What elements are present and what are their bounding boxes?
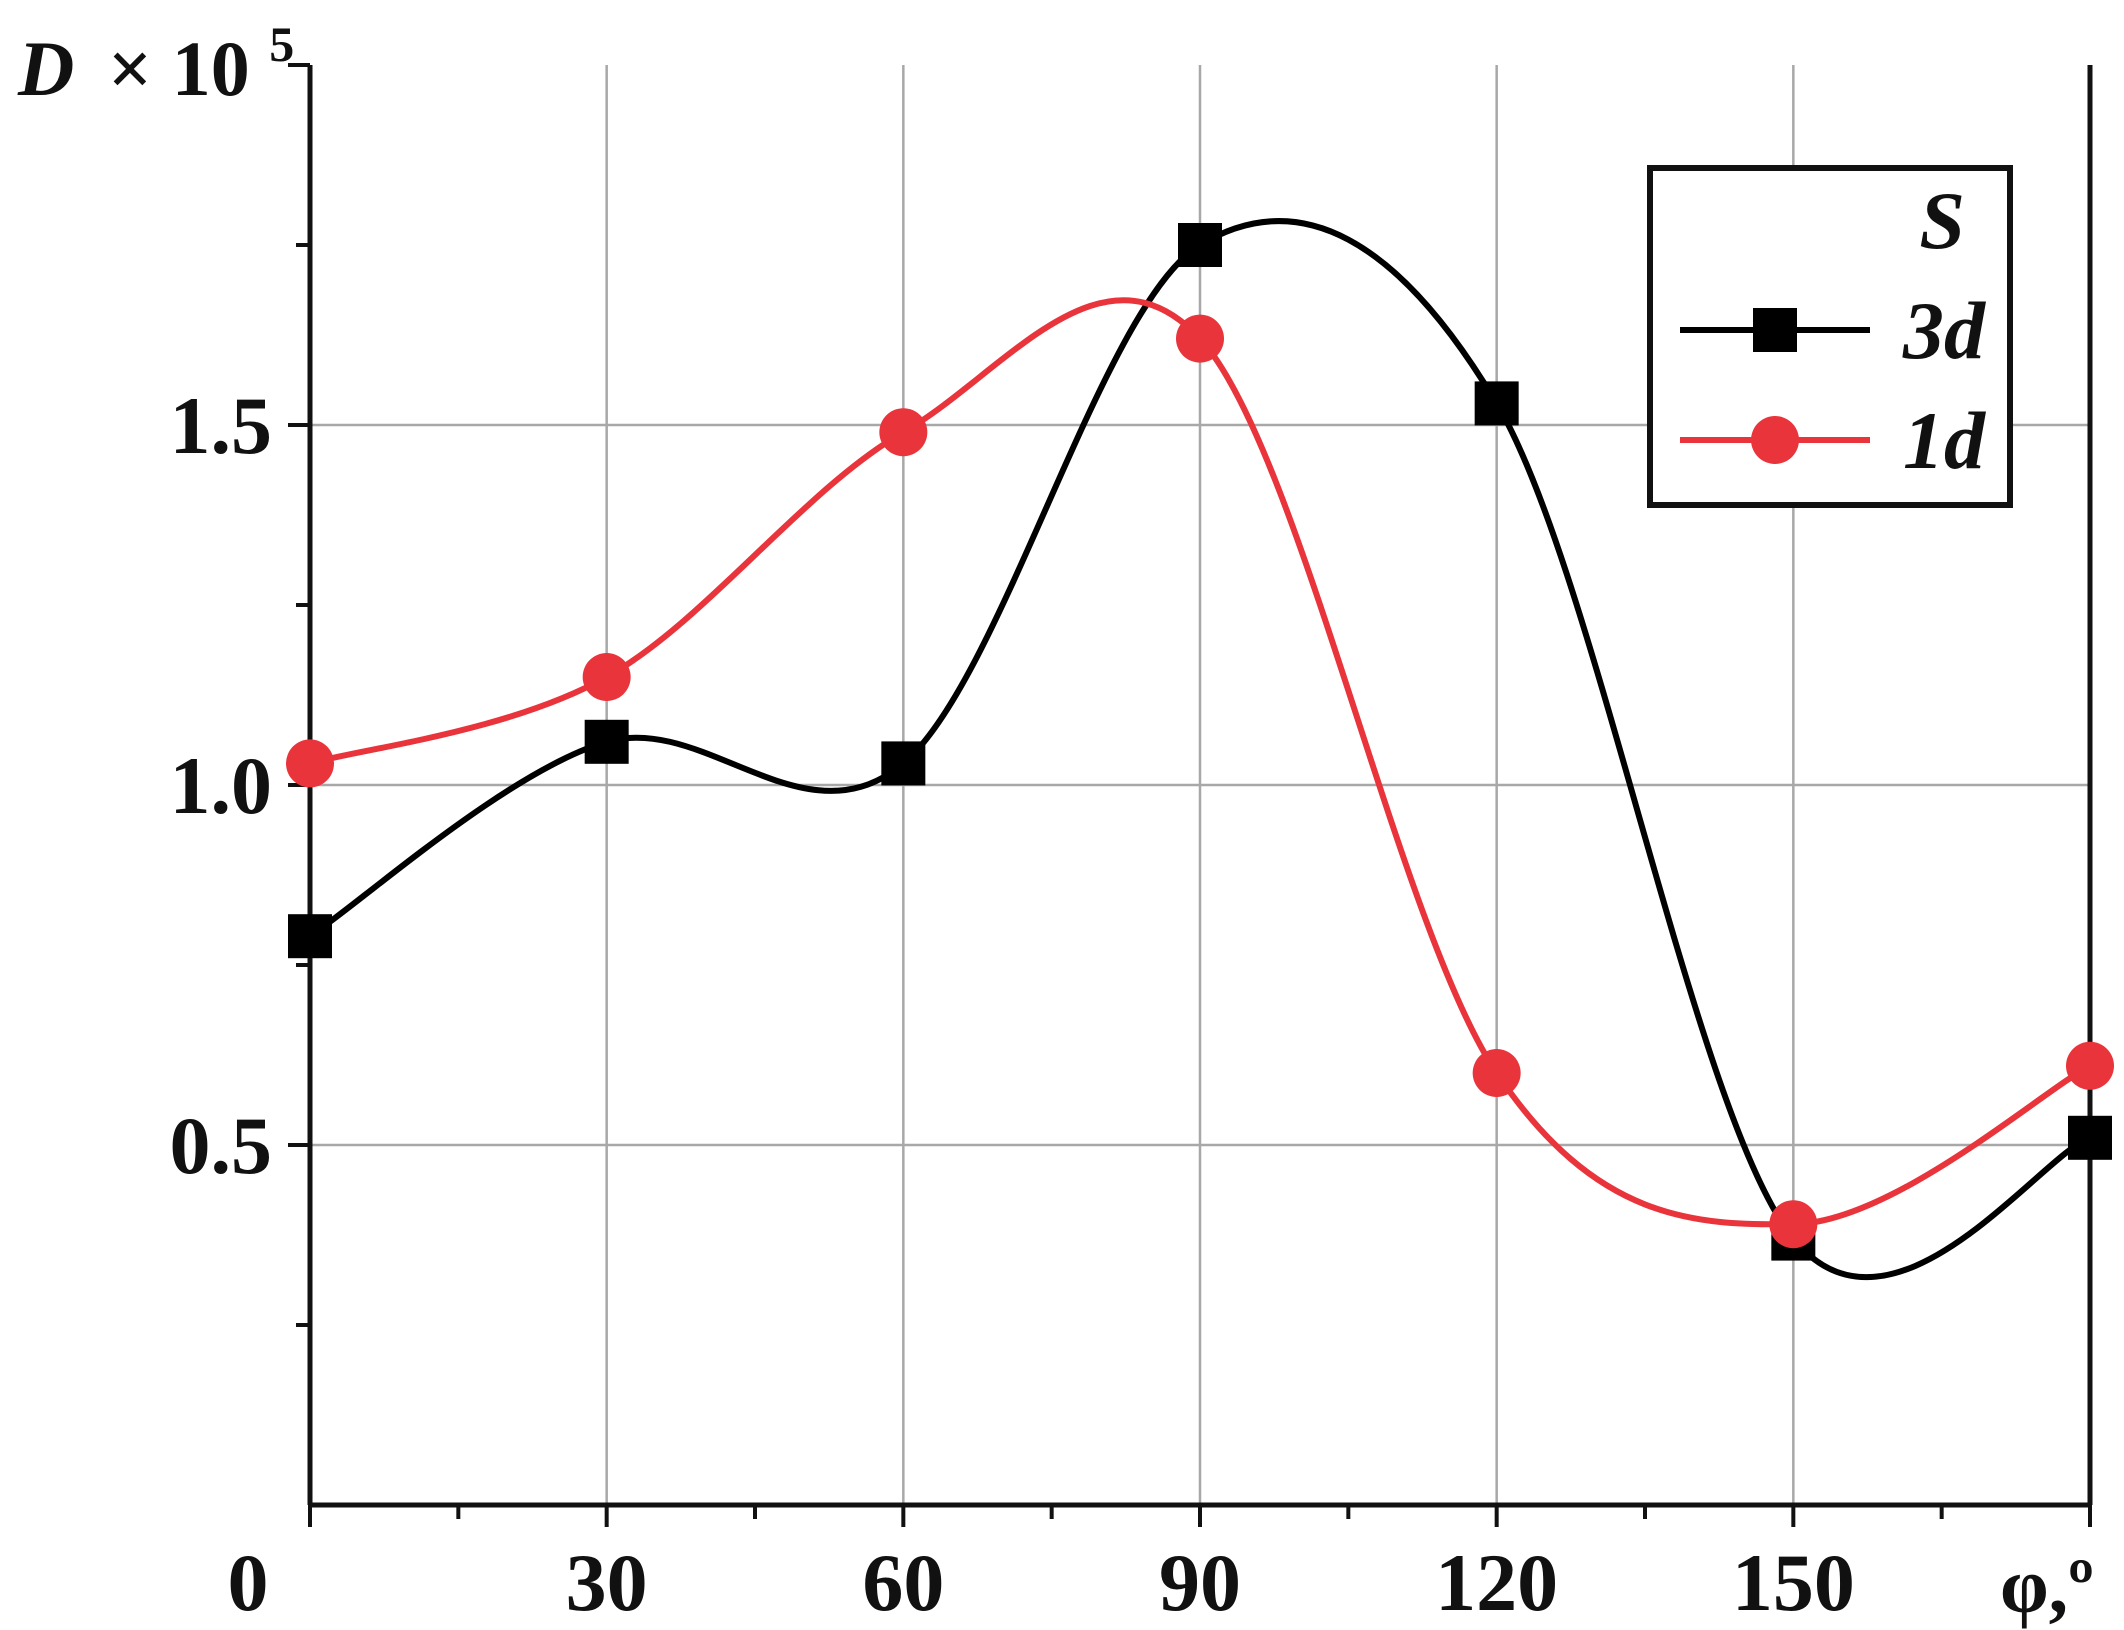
- series-point-3d: [2068, 1115, 2112, 1160]
- y-axis-title-var: D: [17, 25, 74, 112]
- series-point-1d: [286, 739, 334, 788]
- series-point-3d: [1474, 381, 1519, 426]
- legend-item-1d: 1d: [1680, 395, 1986, 486]
- y-tick-label: 1.5: [170, 380, 273, 471]
- x-tick-label: 150: [1732, 1537, 1855, 1628]
- series-point-1d: [2066, 1041, 2114, 1090]
- x-tick-label: 0: [228, 1537, 269, 1628]
- legend-item-3d: 3d: [1680, 285, 1986, 376]
- legend-label: 3d: [1902, 285, 1986, 376]
- series-point-3d: [584, 719, 629, 764]
- series-point-1d: [1769, 1200, 1818, 1249]
- series-point-3d: [881, 741, 926, 786]
- series-1d: [286, 297, 2114, 1249]
- x-tick-label: 60: [862, 1537, 944, 1628]
- legend-marker: [1753, 308, 1797, 352]
- x-tick-label: 120: [1435, 1537, 1558, 1628]
- series-point-3d: [288, 914, 332, 959]
- series-point-1d: [582, 653, 631, 701]
- y-tick-label: 1.0: [170, 740, 273, 831]
- x-tick-label: 90: [1159, 1537, 1241, 1628]
- x-axis-title: φ,º: [2000, 1542, 2094, 1629]
- y-tick-label: 0.5: [170, 1100, 273, 1191]
- legend-box: [1647, 165, 2013, 508]
- y-axis-title-rest: × 10: [108, 25, 250, 112]
- tick-labels: 0 30 60 90 120 150 0.5 1.0 1.5: [170, 380, 1855, 1628]
- x-tick-label: 30: [566, 1537, 648, 1628]
- series-layer: [286, 218, 2114, 1281]
- y-axis-title-exp: 5: [269, 16, 294, 72]
- legend-marker: [1751, 416, 1799, 464]
- series-point-1d: [879, 408, 928, 457]
- y-axis-title: D × 10 5: [17, 16, 294, 112]
- legend-title: S: [1919, 175, 1965, 266]
- series-point-1d: [1176, 314, 1224, 363]
- series-point-1d: [1472, 1049, 1521, 1097]
- legend-label: 1d: [1903, 395, 1986, 486]
- series-point-3d: [1178, 223, 1222, 267]
